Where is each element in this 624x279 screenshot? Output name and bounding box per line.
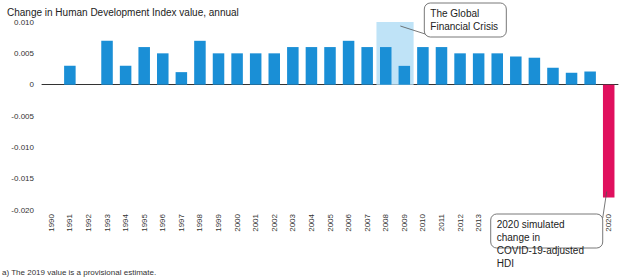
svg-text:The Global: The Global <box>430 8 482 19</box>
svg-text:-0.015: -0.015 <box>11 174 34 183</box>
svg-text:0.010: 0.010 <box>14 18 35 27</box>
svg-text:a) The 2019 value is a provisi: a) The 2019 value is a provisional estim… <box>2 268 156 277</box>
svg-text:2008: 2008 <box>381 213 390 231</box>
svg-text:1997: 1997 <box>177 213 186 231</box>
svg-text:1998: 1998 <box>195 213 204 231</box>
svg-text:COVID-19-adjusted: COVID-19-adjusted <box>497 245 587 256</box>
svg-text:2013: 2013 <box>474 213 483 231</box>
svg-text:2012: 2012 <box>456 213 465 231</box>
svg-text:2010: 2010 <box>418 213 427 231</box>
svg-text:HDI: HDI <box>497 258 514 269</box>
svg-text:2007: 2007 <box>363 213 372 231</box>
svg-text:-0.010: -0.010 <box>11 143 34 152</box>
svg-text:1995: 1995 <box>140 213 149 231</box>
svg-text:2004: 2004 <box>307 213 316 231</box>
svg-text:change in: change in <box>497 232 543 243</box>
svg-text:1993: 1993 <box>103 213 112 231</box>
svg-text:0.005: 0.005 <box>14 49 35 58</box>
svg-text:2000: 2000 <box>233 213 242 231</box>
svg-text:2011: 2011 <box>437 213 446 231</box>
svg-text:Financial Crisis: Financial Crisis <box>430 21 498 32</box>
svg-text:-0.005: -0.005 <box>11 112 34 121</box>
svg-text:1996: 1996 <box>158 213 167 231</box>
svg-text:1994: 1994 <box>121 213 130 231</box>
svg-text:2002: 2002 <box>270 213 279 231</box>
svg-text:1992: 1992 <box>84 213 93 231</box>
svg-text:1999: 1999 <box>214 213 223 231</box>
svg-text:2009: 2009 <box>400 213 409 231</box>
svg-text:0: 0 <box>30 80 35 89</box>
svg-text:1990: 1990 <box>47 213 56 231</box>
svg-text:2003: 2003 <box>288 213 297 231</box>
svg-text:Change in Human Development In: Change in Human Development Index value,… <box>7 7 239 18</box>
svg-text:2001: 2001 <box>251 213 260 231</box>
svg-text:-0.020: -0.020 <box>11 206 34 215</box>
svg-text:2020 simulated: 2020 simulated <box>497 219 568 230</box>
svg-text:1991: 1991 <box>65 213 74 231</box>
svg-text:2005: 2005 <box>326 213 335 231</box>
svg-text:2006: 2006 <box>344 213 353 231</box>
svg-text:2020: 2020 <box>604 213 613 231</box>
